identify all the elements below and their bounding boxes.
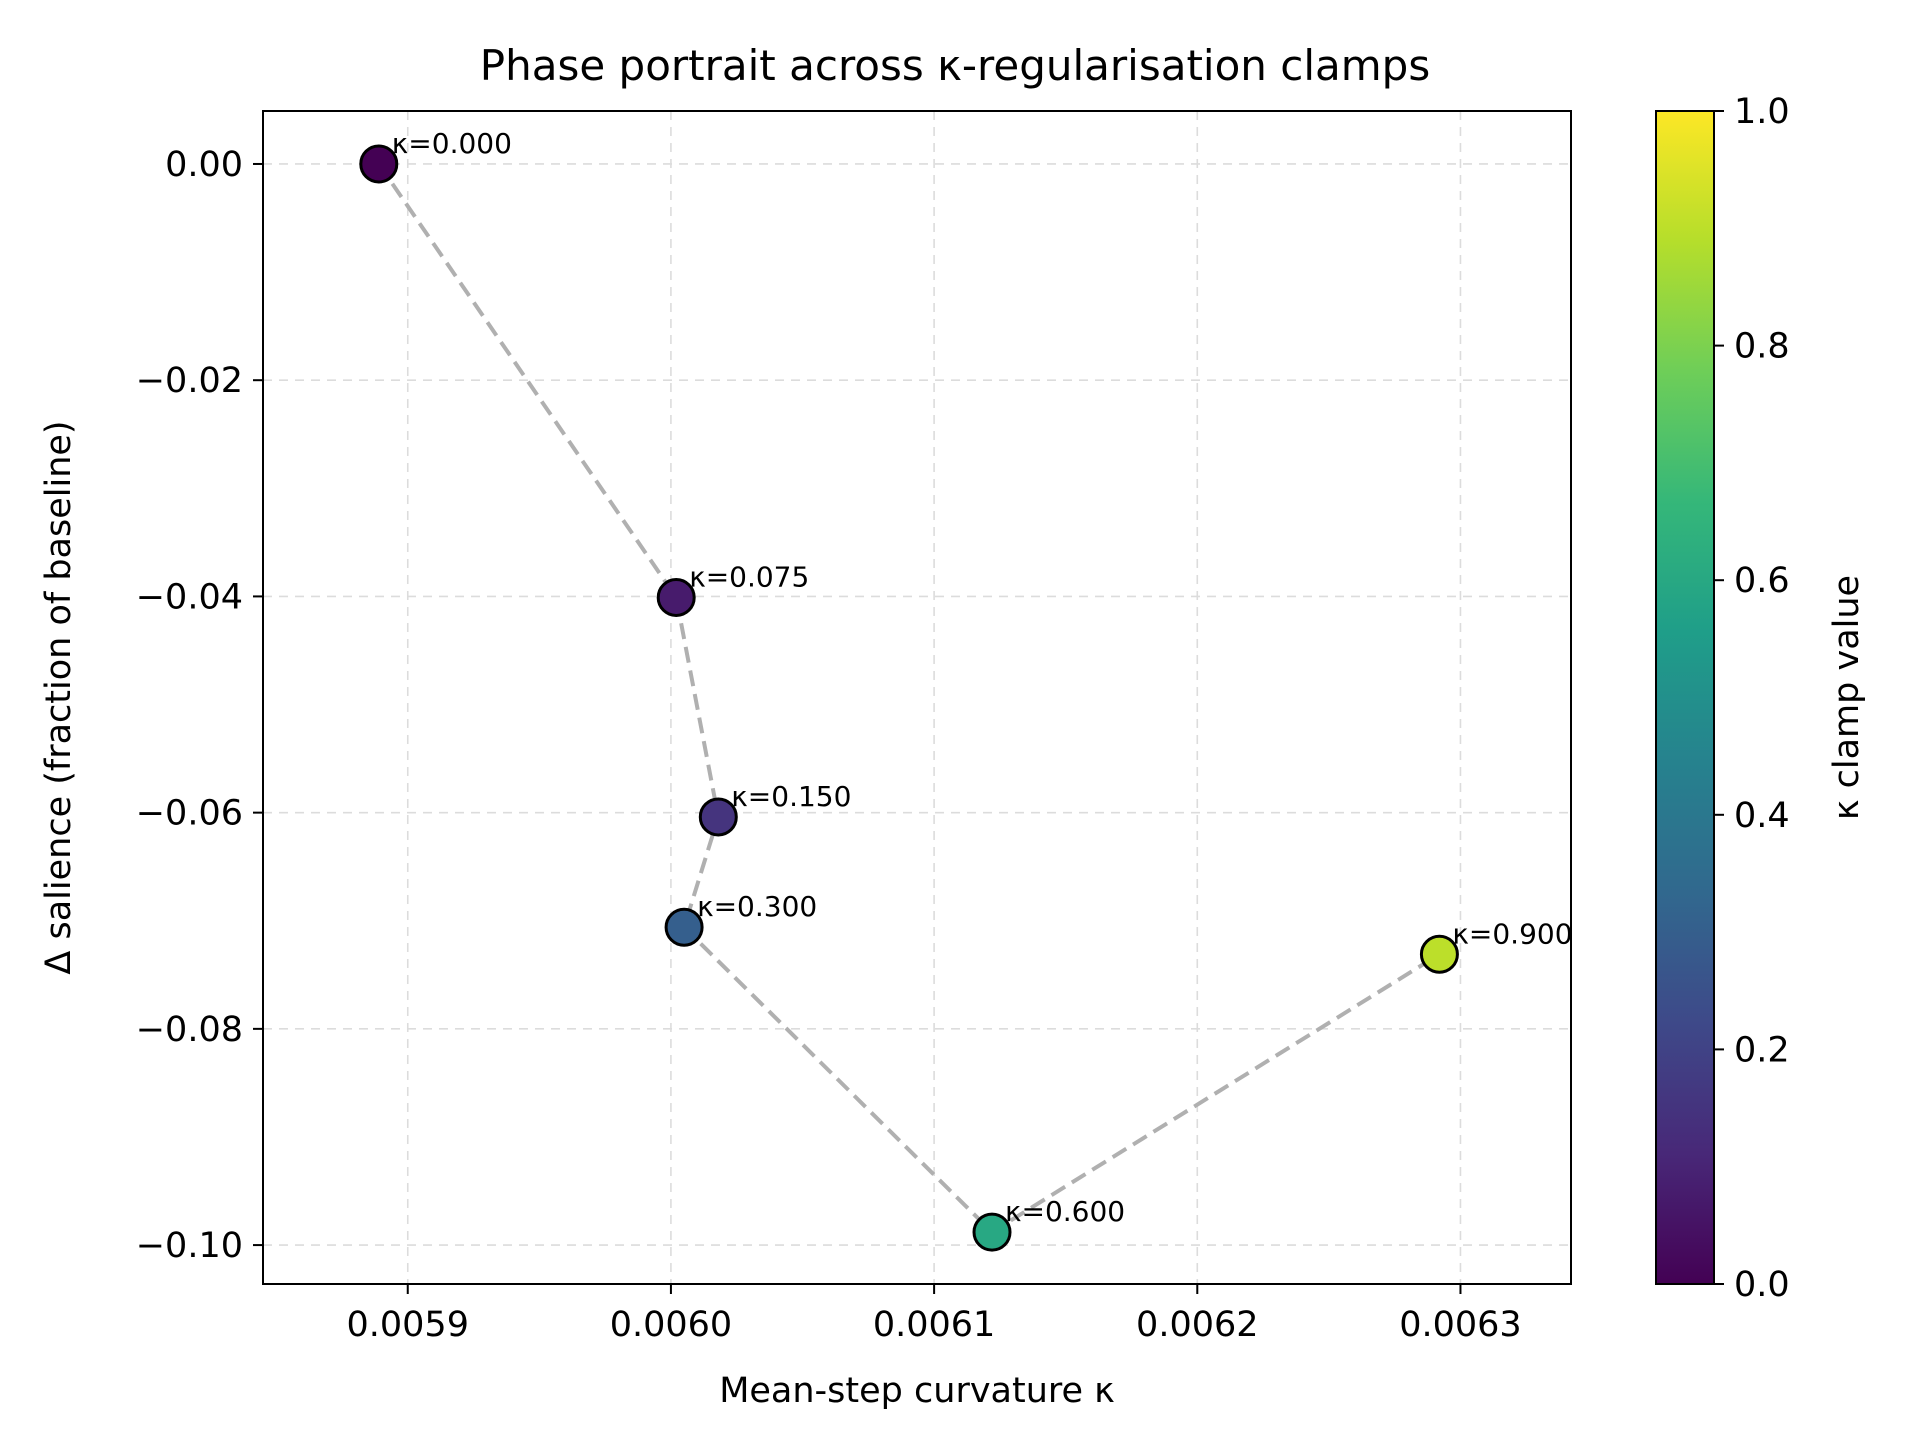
point-label: κ=0.075 [689,560,809,593]
point-label: κ=0.300 [697,890,817,923]
x-tick-label: 0.0063 [1399,1305,1521,1345]
colorbar [1655,110,1715,1285]
chart-title: Phase portrait across κ-regularisation c… [480,41,1430,90]
plot-frame [262,110,1572,1285]
colorbar-tick-label: 0.0 [1734,1265,1790,1305]
y-tick-label: −0.04 [136,577,243,617]
point-label: κ=0.150 [731,780,851,813]
x-tick-label: 0.0062 [1136,1305,1258,1345]
scatter-point [972,1212,1012,1252]
x-tick-label: 0.0060 [610,1305,732,1345]
y-tick-label: −0.10 [136,1226,243,1266]
connector-line [377,162,1441,1235]
scatter-point [698,797,738,837]
scatter-point [1419,934,1459,974]
x-axis-ticks: 0.0059 0.0060 0.0061 0.0062 0.0063 [347,1284,1522,1345]
y-axis-ticks: 0.00 −0.02 −0.04 −0.06 −0.08 −0.10 [136,145,263,1266]
x-tick-label: 0.0061 [873,1305,995,1345]
colorbar-tick-label: 0.8 [1734,327,1790,367]
grid-lines [263,111,1571,1284]
scatter-point [664,907,704,947]
y-tick-label: 0.00 [165,145,243,185]
y-axis-label: Δ salience (fraction of baseline) [39,420,79,974]
scatter-point [359,144,399,184]
series-connector [377,162,1441,1235]
y-tick-label: −0.06 [136,794,243,834]
colorbar-tick-label: 0.6 [1734,561,1790,601]
y-tick-label: −0.02 [136,361,243,401]
y-tick-label: −0.08 [136,1010,243,1050]
point-labels: κ=0.000 κ=0.075 κ=0.150 κ=0.300 κ=0.600 κ=0.9… [392,127,1573,1228]
point-label: κ=0.900 [1452,917,1572,950]
colorbar-tick-label: 1.0 [1734,92,1790,132]
scatter-point [656,577,696,617]
x-axis-label: Mean-step curvature κ [719,1371,1115,1411]
x-tick-label: 0.0059 [347,1305,469,1345]
data-points [359,144,1459,1252]
point-label: κ=0.600 [1005,1195,1125,1228]
colorbar-ticks: 0.0 0.2 0.4 0.6 0.8 1.0 [1714,92,1790,1305]
point-label: κ=0.000 [392,127,512,160]
colorbar-tick-label: 0.4 [1734,796,1790,836]
colorbar-tick-label: 0.2 [1734,1030,1790,1070]
colorbar-label: κ clamp value [1827,575,1867,820]
